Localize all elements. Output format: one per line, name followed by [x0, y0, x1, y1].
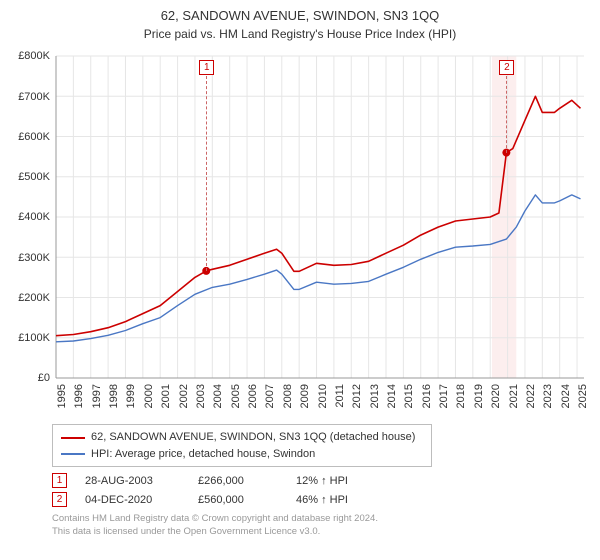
event-date-1: 28-AUG-2003: [85, 475, 180, 487]
legend-box: 62, SANDOWN AVENUE, SWINDON, SN3 1QQ (de…: [52, 424, 432, 467]
x-tick-label: 2020: [490, 384, 502, 424]
x-tick-label: 2017: [438, 384, 450, 424]
chart-container: 62, SANDOWN AVENUE, SWINDON, SN3 1QQ Pri…: [0, 0, 600, 560]
y-tick-label: £800K: [10, 50, 50, 62]
chart-svg: [10, 48, 590, 418]
x-tick-label: 2016: [421, 384, 433, 424]
y-tick-label: £600K: [10, 131, 50, 143]
footer-line-1: Contains HM Land Registry data © Crown c…: [52, 513, 590, 526]
x-tick-label: 1997: [91, 384, 103, 424]
x-tick-label: 2013: [369, 384, 381, 424]
x-tick-label: 2019: [473, 384, 485, 424]
x-tick-label: 1999: [125, 384, 137, 424]
legend-label-hpi: HPI: Average price, detached house, Swin…: [91, 446, 315, 463]
x-tick-label: 1998: [108, 384, 120, 424]
x-tick-label: 2000: [143, 384, 155, 424]
x-tick-label: 2015: [403, 384, 415, 424]
legend-swatch-hpi: [61, 453, 85, 455]
x-tick-label: 1995: [56, 384, 68, 424]
page-subtitle: Price paid vs. HM Land Registry's House …: [10, 27, 590, 43]
event-row-1: 1 28-AUG-2003 £266,000 12% ↑ HPI: [52, 471, 590, 490]
events-table: 1 28-AUG-2003 £266,000 12% ↑ HPI 2 04-DE…: [52, 471, 590, 509]
event-date-2: 04-DEC-2020: [85, 494, 180, 506]
event-hpi-1: 12% ↑ HPI: [296, 475, 386, 487]
event-badge-2: 2: [52, 492, 67, 507]
event-price-2: £560,000: [198, 494, 278, 506]
event-flag: 1: [199, 60, 214, 75]
x-tick-label: 2018: [455, 384, 467, 424]
x-tick-label: 2012: [351, 384, 363, 424]
chart-area: £0 £100K £200K £300K £400K £500K £600K £700K £80…: [10, 48, 590, 418]
x-tick-label: 2010: [317, 384, 329, 424]
x-tick-label: 2004: [212, 384, 224, 424]
x-tick-label: 2025: [577, 384, 589, 424]
x-tick-label: 2007: [264, 384, 276, 424]
x-tick-label: 2005: [230, 384, 242, 424]
y-tick-label: £400K: [10, 211, 50, 223]
legend-swatch-subject: [61, 437, 85, 439]
x-tick-label: 2024: [560, 384, 572, 424]
footer-attribution: Contains HM Land Registry data © Crown c…: [52, 513, 590, 539]
x-tick-label: 2006: [247, 384, 259, 424]
event-dash-line: [506, 76, 507, 153]
event-flag: 2: [499, 60, 514, 75]
y-tick-label: £0: [10, 372, 50, 384]
event-badge-1: 1: [52, 473, 67, 488]
x-tick-label: 2022: [525, 384, 537, 424]
legend-row-subject: 62, SANDOWN AVENUE, SWINDON, SN3 1QQ (de…: [61, 429, 423, 446]
legend-row-hpi: HPI: Average price, detached house, Swin…: [61, 446, 423, 463]
x-tick-label: 2011: [334, 384, 346, 424]
x-tick-label: 2001: [160, 384, 172, 424]
y-tick-label: £200K: [10, 292, 50, 304]
x-tick-label: 2014: [386, 384, 398, 424]
x-tick-label: 2008: [282, 384, 294, 424]
event-price-1: £266,000: [198, 475, 278, 487]
event-hpi-2: 46% ↑ HPI: [296, 494, 386, 506]
event-dash-line: [206, 76, 207, 271]
x-tick-label: 2003: [195, 384, 207, 424]
y-tick-label: £700K: [10, 91, 50, 103]
y-tick-label: £500K: [10, 171, 50, 183]
y-tick-label: £300K: [10, 252, 50, 264]
footer-line-2: This data is licensed under the Open Gov…: [52, 526, 590, 539]
x-tick-label: 2002: [178, 384, 190, 424]
x-tick-label: 2009: [299, 384, 311, 424]
page-title: 62, SANDOWN AVENUE, SWINDON, SN3 1QQ: [10, 8, 590, 25]
x-tick-label: 2023: [542, 384, 554, 424]
x-tick-label: 2021: [508, 384, 520, 424]
legend-label-subject: 62, SANDOWN AVENUE, SWINDON, SN3 1QQ (de…: [91, 429, 415, 446]
y-tick-label: £100K: [10, 332, 50, 344]
x-tick-label: 1996: [73, 384, 85, 424]
event-row-2: 2 04-DEC-2020 £560,000 46% ↑ HPI: [52, 490, 590, 509]
